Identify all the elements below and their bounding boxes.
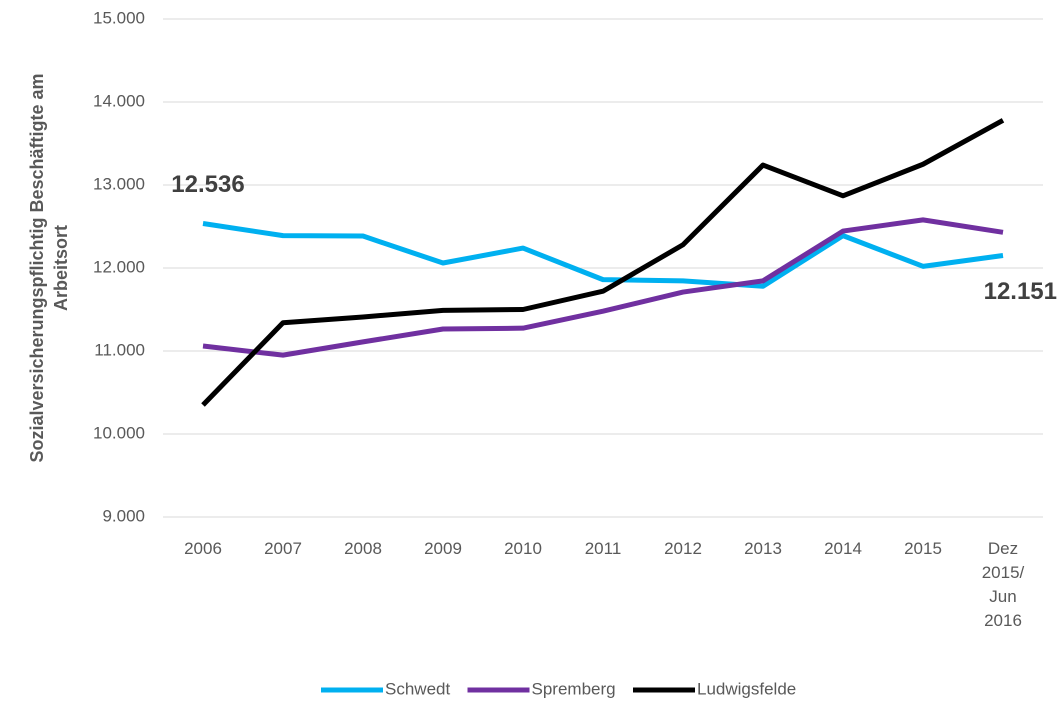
data-label: 12.151 [984,278,1057,305]
x-tick-label: 2014 [824,539,862,558]
y-tick-label: 12.000 [93,257,145,276]
series-line [201,118,1005,407]
x-tick-label: 2010 [504,539,542,558]
legend-label: Ludwigsfelde [697,679,796,698]
x-tick-label: 2011 [584,539,622,558]
y-axis-label: Sozialversicherungspflichtig Beschäftigt… [27,73,47,462]
legend-label: Schwedt [385,679,450,698]
x-tick-label: 2009 [424,539,462,558]
x-tick-label: 2012 [664,539,702,558]
y-tick-label: 14.000 [93,91,145,110]
x-tick-label: 2006 [184,539,222,558]
y-tick-label: 13.000 [93,174,145,193]
x-tick-label: Dez 2015/ Jun 2016 [981,539,1025,630]
y-tick-label: 10.000 [93,423,145,442]
x-tick-label: 2008 [344,539,382,558]
y-axis-label: Arbeitsort [51,225,71,311]
y-tick-label: 9.000 [102,506,145,525]
x-tick-label: 2007 [264,539,302,558]
y-tick-label: 15.000 [93,8,145,27]
x-tick-label: 2013 [744,539,782,558]
x-tick-label: 2015 [904,539,942,558]
series-line [202,221,1004,289]
data-label: 12.536 [171,171,244,198]
series-line [202,217,1004,358]
y-tick-label: 11.000 [94,340,145,359]
legend-label: Spremberg [532,679,616,698]
